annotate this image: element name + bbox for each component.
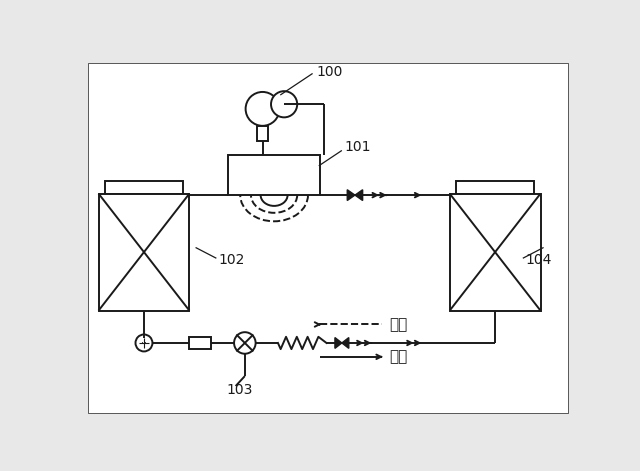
Text: 103: 103 <box>227 383 253 397</box>
Polygon shape <box>355 190 363 201</box>
Text: 104: 104 <box>525 253 552 267</box>
Bar <box>257 126 268 141</box>
Circle shape <box>246 92 280 126</box>
Polygon shape <box>342 338 349 349</box>
Text: 冷房: 冷房 <box>390 349 408 365</box>
Bar <box>189 337 211 349</box>
Bar <box>105 181 183 194</box>
Bar <box>99 194 189 310</box>
Circle shape <box>234 332 255 354</box>
Bar <box>228 155 320 195</box>
Text: 101: 101 <box>344 140 371 154</box>
Text: 暖房: 暖房 <box>390 317 408 332</box>
Circle shape <box>271 91 297 117</box>
Text: 100: 100 <box>316 65 343 79</box>
Polygon shape <box>335 338 342 349</box>
Text: 102: 102 <box>219 253 245 267</box>
Circle shape <box>136 334 152 351</box>
Polygon shape <box>348 190 355 201</box>
Bar <box>450 194 541 310</box>
Text: ··: ·· <box>141 338 147 348</box>
Bar <box>456 181 534 194</box>
